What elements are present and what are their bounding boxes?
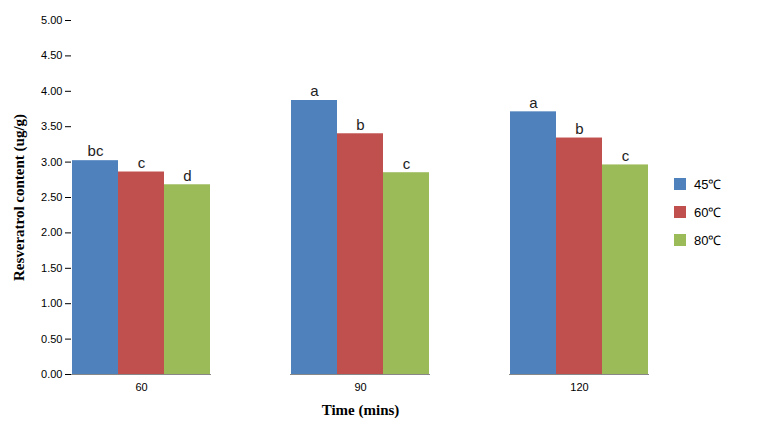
svg-text:a: a (529, 94, 538, 111)
svg-text:5.00: 5.00 (41, 14, 62, 26)
html-text:45℃: 45℃ (694, 177, 722, 192)
svg-text:3.00: 3.00 (41, 156, 62, 168)
svg-text:4.50: 4.50 (41, 49, 62, 61)
svg-text:2.00: 2.00 (41, 226, 62, 238)
svg-text:d: d (183, 167, 191, 184)
svg-text:bc: bc (88, 142, 104, 159)
svg-text:0.00: 0.00 (41, 368, 62, 380)
svg-text:Time (mins): Time (mins) (322, 402, 400, 419)
svg-text:c: c (403, 155, 411, 172)
svg-text:4.00: 4.00 (41, 85, 62, 97)
html-text:80℃: 80℃ (694, 233, 722, 248)
svg-text:c: c (622, 147, 630, 164)
svg-text:b: b (356, 116, 364, 133)
svg-text:1.50: 1.50 (41, 262, 62, 274)
svg-text:60: 60 (135, 381, 147, 393)
html-text:60℃: 60℃ (694, 205, 722, 220)
svg-text:a: a (310, 82, 319, 99)
svg-text:120: 120 (570, 381, 588, 393)
svg-text:1.00: 1.00 (41, 297, 62, 309)
svg-text:Resveratrol content (ug/g): Resveratrol content (ug/g) (11, 114, 28, 281)
svg-text:c: c (138, 154, 146, 171)
svg-text:0.50: 0.50 (41, 333, 62, 345)
svg-text:b: b (575, 120, 583, 137)
svg-text:2.50: 2.50 (41, 191, 62, 203)
svg-text:90: 90 (354, 381, 366, 393)
svg-text:3.50: 3.50 (41, 120, 62, 132)
